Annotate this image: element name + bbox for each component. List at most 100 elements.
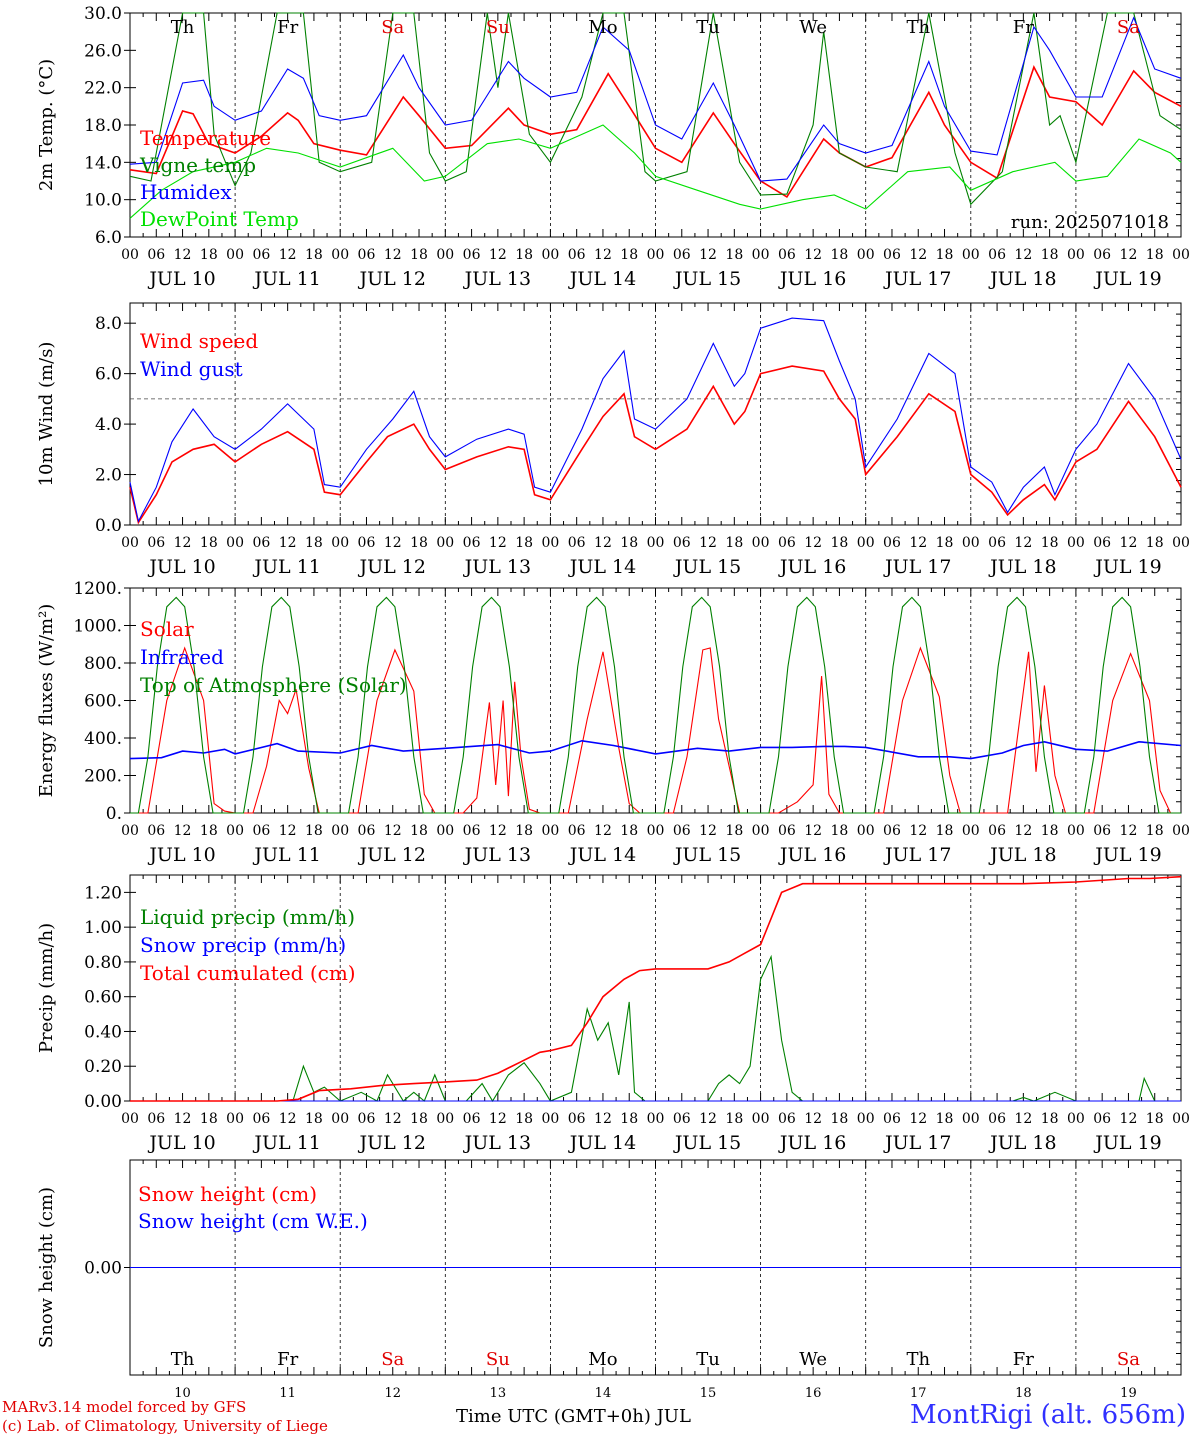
hour-label: 06 [883,823,901,839]
hour-label: 12 [279,823,297,839]
day-label: JUL 18 [988,844,1056,866]
day-label: JUL 12 [358,556,426,578]
hour-label: 18 [410,823,428,839]
hour-label: 18 [515,1111,533,1127]
y-tick-label: 1200. [73,579,122,599]
day-number: 15 [700,1386,717,1401]
hour-label: 12 [909,535,927,551]
panel-5 [124,1159,1182,1376]
day-label: JUL 11 [252,268,320,290]
hour-label: 12 [174,247,192,263]
y-tick-label: 400. [84,729,122,749]
y-tick-label: 1.20 [84,883,122,903]
day-label: JUL 14 [568,268,636,290]
day-label: JUL 18 [988,556,1056,578]
hour-label: 18 [200,823,218,839]
weekday-label: Th [171,1349,195,1370]
hour-label: 00 [1067,823,1085,839]
hour-label: 06 [568,823,586,839]
hour-label: 06 [358,1111,376,1127]
hour-label: 06 [1093,247,1111,263]
hour-label: 00 [226,247,244,263]
hour-label: 12 [1120,247,1138,263]
weekday-label: Th [906,17,930,38]
day-label: JUL 12 [358,844,426,866]
hour-label: 18 [305,823,323,839]
hour-label: 06 [1093,1111,1111,1127]
hour-label: 12 [1120,535,1138,551]
hour-label: 18 [725,823,743,839]
hour-label: 18 [620,823,638,839]
hour-label: 12 [384,1111,402,1127]
hour-label: 18 [1146,535,1164,551]
hour-label: 12 [174,1111,192,1127]
hour-label: 06 [463,247,481,263]
hour-label: 18 [1041,535,1059,551]
time-axis-title: Time UTC (GMT+0h) JUL [456,1406,691,1427]
hour-label: 00 [962,823,980,839]
hour-label: 12 [594,247,612,263]
y-tick-label: 0. [106,804,122,824]
hour-label: 06 [358,823,376,839]
hour-label: 00 [1172,247,1190,263]
y-axis-label: 10m Wind (m/s) [36,342,57,487]
day-label: JUL 16 [778,844,846,866]
day-label: JUL 11 [252,844,320,866]
hour-label: 12 [1014,1111,1032,1127]
hour-label: 06 [673,823,691,839]
legend-entry: Wind speed [140,329,258,353]
weekday-label: Fr [1013,1349,1034,1370]
day-label: JUL 15 [673,268,741,290]
panel-frame [129,587,1182,814]
hour-label: 18 [410,1111,428,1127]
day-number: 13 [490,1386,507,1401]
legend-entry: Snow height (cm) [138,1182,317,1206]
credit-line-1: MARv3.14 model forced by GFS [2,1398,247,1416]
hour-label: 12 [489,823,507,839]
hour-label: 06 [988,535,1006,551]
hour-label: 12 [909,823,927,839]
y-tick-label: 0.00 [84,1092,122,1112]
y-tick-label: 22.0 [84,79,122,99]
hour-label: 18 [936,823,954,839]
hour-label: 00 [962,535,980,551]
hour-label: 00 [226,1111,244,1127]
hour-label: 06 [252,823,270,839]
weekday-label: Mo [588,1349,617,1370]
day-number: 14 [595,1386,612,1401]
hour-label: 06 [568,535,586,551]
y-tick-label: 0.80 [84,953,122,973]
hour-label: 06 [463,535,481,551]
hour-label: 12 [1014,247,1032,263]
legend-entry: Snow precip (mm/h) [140,933,346,957]
hour-label: 06 [252,535,270,551]
hour-label: 00 [647,535,665,551]
hour-label: 00 [226,823,244,839]
hour-label: 06 [147,823,165,839]
hour-label: 06 [883,247,901,263]
hour-label: 00 [857,1111,875,1127]
legend-entry: Solar [140,617,194,641]
day-number: 18 [1015,1386,1032,1401]
weekday-label: Th [171,17,195,38]
y-tick-label: 18.0 [84,116,122,136]
weekday-label: We [799,17,827,38]
hour-label: 18 [1041,247,1059,263]
day-label: JUL 14 [568,844,636,866]
weekday-label: Sa [381,17,404,38]
day-number: 16 [805,1386,822,1401]
hour-label: 12 [384,823,402,839]
y-tick-label: 0.40 [84,1022,122,1042]
hour-label: 00 [121,823,139,839]
hour-label: 12 [909,1111,927,1127]
day-label: JUL 13 [463,1132,531,1154]
hour-label: 18 [410,535,428,551]
hour-label: 06 [883,1111,901,1127]
day-label: JUL 10 [147,268,215,290]
hour-label: 12 [174,535,192,551]
hour-label: 00 [541,823,559,839]
day-label: JUL 14 [568,1132,636,1154]
hour-label: 00 [1172,823,1190,839]
hour-label: 12 [279,1111,297,1127]
